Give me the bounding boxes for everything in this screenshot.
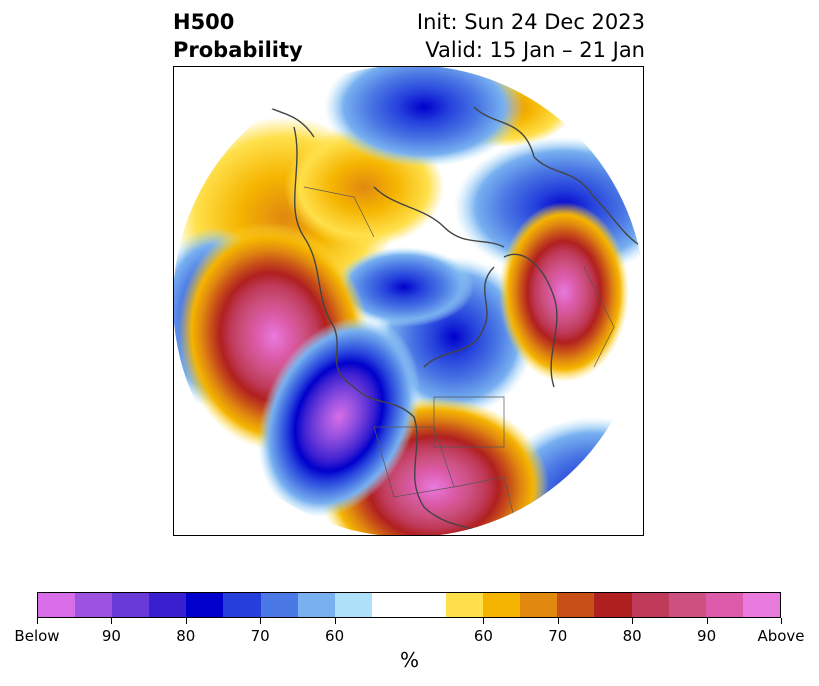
- colorbar-cell: [557, 593, 595, 617]
- title-product: Probability: [173, 38, 303, 62]
- tick-label: Above: [757, 627, 805, 645]
- tick-mark: [111, 618, 113, 624]
- colorbar: [37, 592, 781, 618]
- tick-mark: [483, 618, 485, 624]
- colorbar-cell: [631, 593, 669, 617]
- chart-title: H500 Probability: [173, 8, 303, 64]
- colorbar-label: %: [399, 648, 419, 672]
- political-borders: [303, 186, 615, 518]
- valid-dates: Valid: 15 Jan – 21 Jan: [425, 38, 645, 62]
- colorbar-cell: [149, 593, 187, 617]
- tick-label: 70: [250, 627, 270, 645]
- tick-label: 90: [697, 627, 717, 645]
- tick-mark: [334, 618, 336, 624]
- tick-label: 80: [176, 627, 196, 645]
- tick-mark: [781, 618, 782, 624]
- colorbar-cell: [371, 593, 409, 617]
- tick-mark: [706, 618, 708, 624]
- colorbar-cell: [668, 593, 706, 617]
- title-variable: H500: [173, 10, 235, 34]
- tick-mark: [185, 618, 187, 624]
- tick-mark: [37, 618, 38, 624]
- tick-label: 70: [548, 627, 568, 645]
- anomaly-above-northern-europe: [499, 202, 629, 382]
- colorbar-cell: [483, 593, 521, 617]
- init-date: Init: Sun 24 Dec 2023: [416, 10, 645, 34]
- tick-mark: [632, 618, 634, 624]
- anomaly-below-arctic: [324, 67, 524, 167]
- colorbar-cell: [742, 593, 780, 617]
- tick-label: 60: [325, 627, 345, 645]
- colorbar-cell: [334, 593, 372, 617]
- map-panel: [173, 66, 644, 536]
- colorbar-cell: [446, 593, 484, 617]
- tick-label: 80: [622, 627, 642, 645]
- colorbar-cell: [75, 593, 113, 617]
- tick-label: Below: [14, 627, 60, 645]
- anomaly-below-arctic-central: [334, 247, 474, 327]
- colorbar-cell: [594, 593, 632, 617]
- colorbar-cell: [186, 593, 224, 617]
- colorbar-cell: [520, 593, 558, 617]
- tick-label: 60: [473, 627, 493, 645]
- colorbar-cell: [408, 593, 447, 617]
- colorbar-cell: [297, 593, 335, 617]
- anomaly-below-western-us: [257, 316, 421, 518]
- coastlines: [253, 96, 643, 535]
- probability-map: [174, 67, 643, 535]
- colorbar-cell: [705, 593, 743, 617]
- tick-mark: [557, 618, 559, 624]
- colorbar-cell: [112, 593, 150, 617]
- tick-mark: [260, 618, 262, 624]
- colorbar-ticks: Below 90 80 70 60 60 70 80 90 Above: [14, 618, 805, 648]
- tick-label: 90: [101, 627, 121, 645]
- colorbar-cell: [223, 593, 261, 617]
- colorbar-cell: [38, 593, 76, 617]
- chart-dates: Init: Sun 24 Dec 2023 Valid: 15 Jan – 21…: [417, 8, 645, 64]
- colorbar-cell: [260, 593, 298, 617]
